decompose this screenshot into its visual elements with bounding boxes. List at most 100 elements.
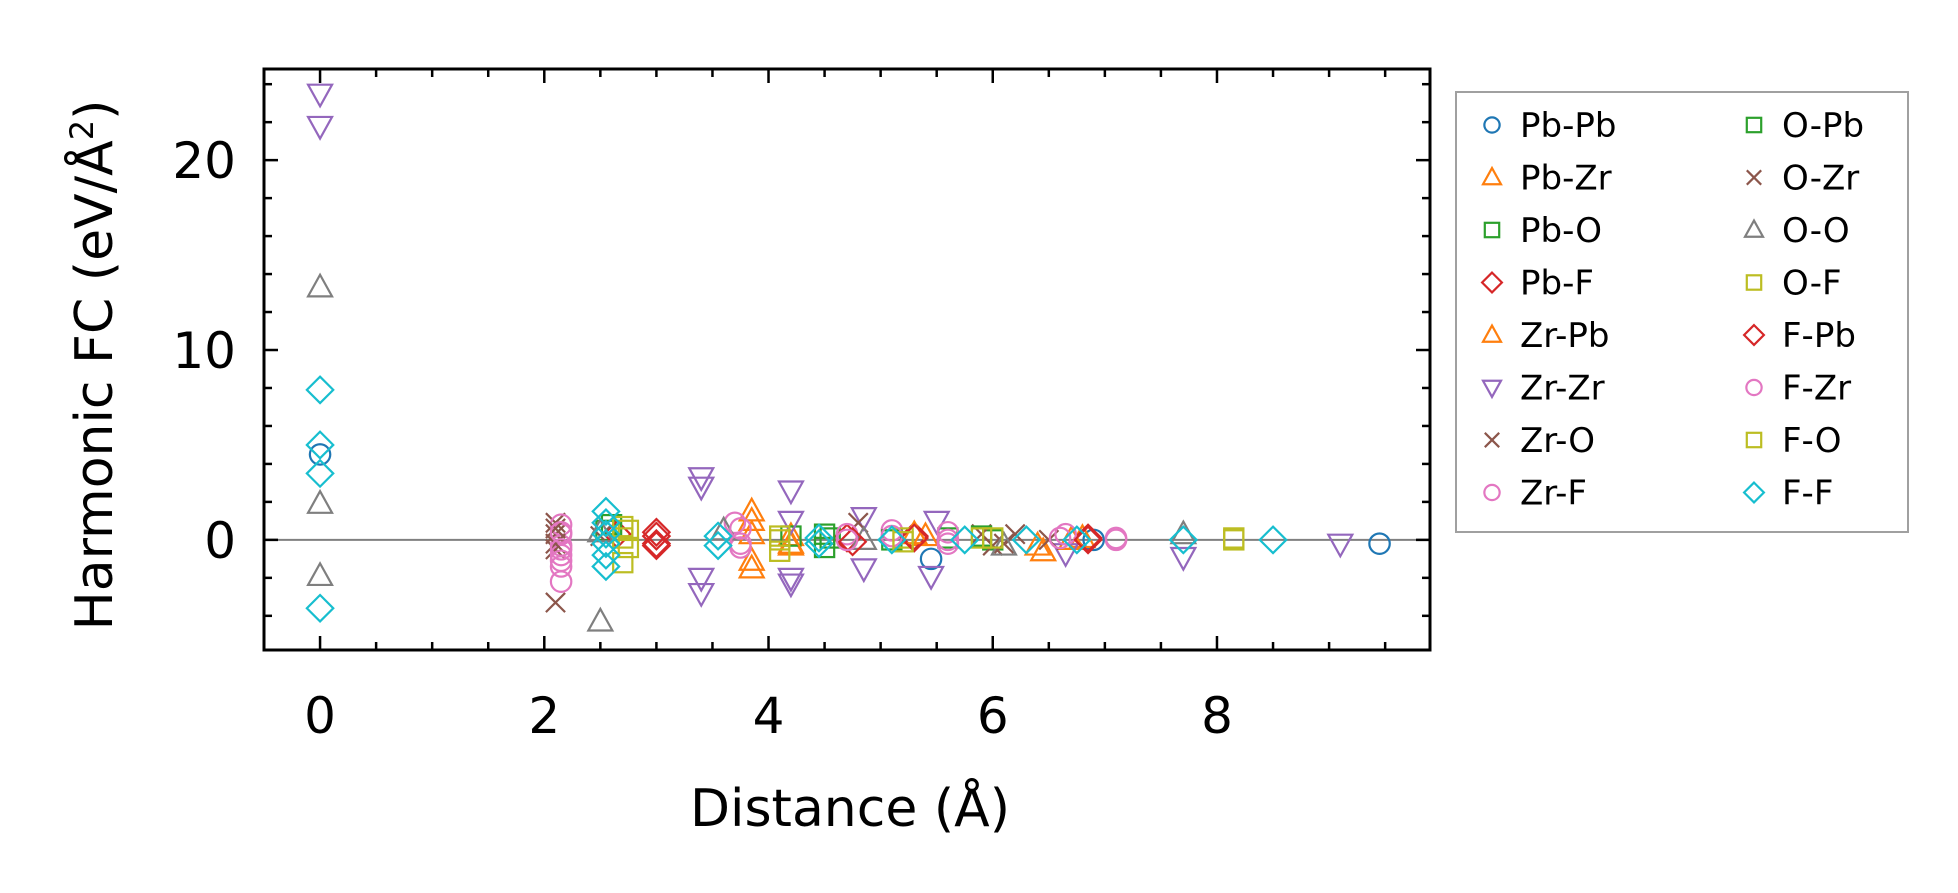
legend-label-zr-o: Zr-O bbox=[1520, 421, 1595, 461]
data-point-f-pb-4 bbox=[1073, 525, 1103, 555]
x-axis-label: Distance (Å) bbox=[690, 777, 1010, 839]
data-point-zr-o-1 bbox=[545, 592, 566, 613]
y-axis-label-superscript: 2 bbox=[63, 120, 101, 140]
data-point-f-o-1 bbox=[617, 536, 640, 559]
legend-item-f-pb: F-Pb bbox=[1742, 316, 1856, 356]
legend-marker-pb-zr bbox=[1481, 165, 1503, 186]
data-point-f-zr-1 bbox=[549, 538, 573, 561]
data-point-f-f-8 bbox=[591, 540, 621, 570]
legend-item-zr-f: Zr-F bbox=[1483, 474, 1587, 514]
legend-marker-o-zr bbox=[1746, 169, 1762, 186]
legend-label-pb-f: Pb-F bbox=[1520, 264, 1594, 304]
legend-item-pb-pb: Pb-Pb bbox=[1483, 106, 1616, 146]
legend-label-o-pb: O-Pb bbox=[1782, 106, 1864, 146]
legend-item-f-o: F-O bbox=[1745, 421, 1842, 461]
data-point-f-f-17 bbox=[1062, 525, 1092, 555]
data-point-f-o-0 bbox=[617, 519, 640, 542]
data-point-f-f-15 bbox=[949, 525, 980, 555]
series-f-o bbox=[617, 519, 1245, 559]
data-point-zr-f-4 bbox=[549, 555, 573, 578]
legend-item-o-f: O-F bbox=[1745, 264, 1842, 304]
legend-label-zr-zr: Zr-Zr bbox=[1520, 369, 1605, 409]
data-point-zr-zr-8 bbox=[777, 573, 805, 599]
data-point-pb-zr-5 bbox=[911, 521, 940, 547]
data-point-f-f-19 bbox=[1258, 525, 1288, 555]
y-axis-label-main: Harmonic FC (eV/Å bbox=[63, 140, 125, 631]
legend-item-zr-o: Zr-O bbox=[1484, 421, 1595, 461]
data-point-f-o-3 bbox=[892, 531, 914, 553]
data-point-zr-zr-7 bbox=[777, 567, 805, 593]
data-point-zr-zr-11 bbox=[849, 558, 878, 584]
data-point-zr-zr-5 bbox=[687, 582, 716, 608]
y-tick-label-0: 0 bbox=[204, 512, 236, 570]
legend: Pb-Pb Pb-Zr Pb-O Pb-F Zr-Pb Zr-Zr Zr-O Zr-F O-Pb… bbox=[1455, 91, 1909, 533]
data-point-f-pb-0 bbox=[641, 521, 672, 551]
data-point-f-f-0 bbox=[305, 375, 335, 405]
legend-marker-pb-pb bbox=[1483, 116, 1501, 134]
data-point-f-o-4 bbox=[982, 527, 1004, 549]
data-point-zr-pb-1 bbox=[737, 545, 766, 571]
data-point-f-zr-7 bbox=[936, 528, 960, 552]
major-ticks bbox=[264, 69, 1430, 650]
legend-marker-pb-f bbox=[1480, 271, 1504, 294]
data-point-zr-zr-4 bbox=[687, 567, 716, 593]
data-point-f-f-4 bbox=[591, 496, 621, 527]
data-point-o-f-1 bbox=[612, 551, 634, 574]
y-tick-labels: 0 10 20 bbox=[172, 132, 236, 570]
legend-item-f-zr: F-Zr bbox=[1745, 369, 1851, 409]
legend-marker-pb-o bbox=[1483, 221, 1501, 239]
legend-item-zr-zr: Zr-Zr bbox=[1481, 369, 1605, 409]
data-point-zr-zr-16 bbox=[1326, 533, 1355, 559]
legend-marker-zr-pb bbox=[1481, 323, 1503, 343]
markers-layer bbox=[305, 83, 1391, 632]
legend-marker-f-pb bbox=[1742, 323, 1766, 347]
data-point-f-pb-2 bbox=[837, 527, 868, 557]
legend-label-zr-pb: Zr-Pb bbox=[1520, 316, 1609, 356]
legend-label-f-pb: F-Pb bbox=[1782, 316, 1856, 356]
legend-marker-zr-f bbox=[1483, 483, 1501, 502]
data-point-pb-zr-1 bbox=[737, 553, 766, 579]
legend-items: Pb-Pb Pb-Zr Pb-O Pb-F Zr-Pb Zr-Zr Zr-O Zr-F O-Pb… bbox=[1480, 106, 1864, 514]
data-point-zr-zr-10 bbox=[849, 506, 878, 532]
legend-marker-o-f bbox=[1745, 274, 1763, 291]
legend-label-pb-o: Pb-O bbox=[1520, 211, 1602, 251]
legend-label-o-zr: O-Zr bbox=[1782, 159, 1859, 199]
data-point-f-zr-8 bbox=[1048, 526, 1072, 550]
data-point-zr-f-12 bbox=[1054, 522, 1077, 546]
legend-marker-zr-zr bbox=[1481, 379, 1503, 400]
y-axis-label: Harmonic FC (eV/Å2) bbox=[63, 100, 125, 631]
plot-frame bbox=[262, 67, 1432, 652]
legend-item-o-pb: O-Pb bbox=[1745, 106, 1864, 146]
data-point-f-f-2 bbox=[305, 458, 335, 489]
legend-label-zr-f: Zr-F bbox=[1520, 474, 1587, 514]
plot-area bbox=[262, 67, 1432, 652]
data-point-pb-f-5 bbox=[1073, 523, 1103, 553]
data-point-zr-zr-9 bbox=[777, 510, 805, 536]
data-point-f-pb-1 bbox=[641, 530, 672, 561]
legend-label-pb-pb: Pb-Pb bbox=[1520, 106, 1616, 146]
data-point-f-zr-0 bbox=[549, 520, 573, 544]
legend-item-o-zr: O-Zr bbox=[1746, 159, 1859, 199]
data-point-f-f-11 bbox=[703, 530, 733, 561]
data-point-f-f-7 bbox=[591, 528, 621, 559]
legend-item-o-o: O-O bbox=[1743, 211, 1850, 251]
data-point-zr-f-6 bbox=[723, 511, 747, 535]
data-point-pb-pb-1 bbox=[919, 547, 943, 571]
data-point-f-f-6 bbox=[591, 519, 621, 549]
data-point-f-f-9 bbox=[591, 551, 621, 582]
series-f-f bbox=[305, 375, 1288, 623]
data-point-o-f-0 bbox=[612, 515, 634, 538]
series-pb-pb bbox=[308, 443, 1391, 571]
legend-marker-o-pb bbox=[1745, 116, 1763, 134]
legend-label-pb-zr: Pb-Zr bbox=[1520, 159, 1612, 199]
legend-label-f-o: F-O bbox=[1782, 421, 1842, 461]
x-tick-label-6: 6 bbox=[977, 687, 1009, 745]
data-point-f-f-18 bbox=[1168, 525, 1199, 555]
data-point-f-f-14 bbox=[877, 525, 907, 555]
legend-frame bbox=[1455, 91, 1909, 533]
y-tick-label-20: 20 bbox=[172, 132, 236, 190]
y-axis-label-end: ) bbox=[65, 100, 125, 120]
data-point-zr-zr-12 bbox=[917, 565, 945, 591]
x-tick-label-4: 4 bbox=[753, 687, 785, 745]
